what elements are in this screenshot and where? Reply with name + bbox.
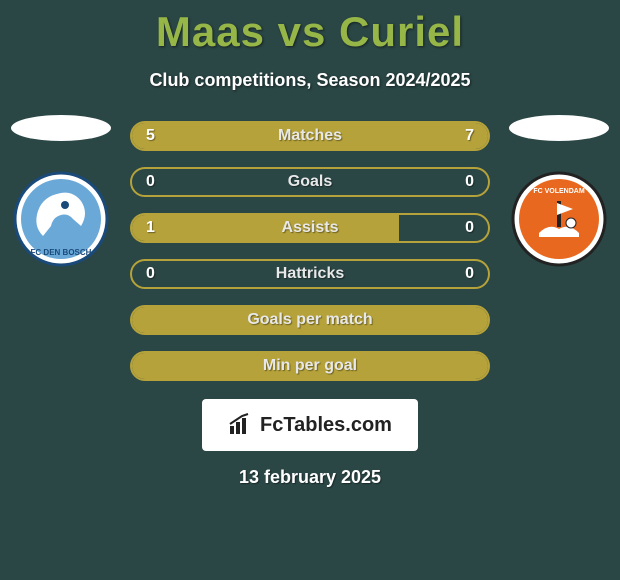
- stat-value-left: 5: [146, 127, 155, 145]
- stat-value-left: 0: [146, 265, 155, 283]
- page-title: Maas vs Curiel: [0, 0, 620, 56]
- stat-row: 1 0 Assists: [130, 213, 490, 243]
- stat-row: Goals per match: [130, 305, 490, 335]
- stat-label: Goals: [288, 173, 332, 191]
- season-subtitle: Club competitions, Season 2024/2025: [0, 70, 620, 91]
- stat-label: Min per goal: [263, 357, 357, 375]
- stat-fill-left: [132, 215, 399, 241]
- comparison-date: 13 february 2025: [0, 467, 620, 488]
- den-bosch-logo-icon: FC DEN BOSCH: [13, 171, 109, 267]
- player-right-shadow: [509, 115, 609, 141]
- stat-label: Goals per match: [247, 311, 372, 329]
- stat-value-right: 0: [465, 219, 474, 237]
- player-left-shadow: [11, 115, 111, 141]
- stat-value-right: 7: [465, 127, 474, 145]
- stats-container: 5 7 Matches 0 0 Goals 1 0 Assists 0 0 Hattricks Goal…: [130, 121, 490, 381]
- stat-row: Min per goal: [130, 351, 490, 381]
- stat-row: 0 0 Goals: [130, 167, 490, 197]
- stat-label: Matches: [278, 127, 342, 145]
- stat-value-left: 0: [146, 173, 155, 191]
- stat-value-left: 1: [146, 219, 155, 237]
- stat-label: Hattricks: [276, 265, 344, 283]
- stat-value-right: 0: [465, 265, 474, 283]
- branding-box: FcTables.com: [202, 399, 418, 451]
- stat-label: Assists: [282, 219, 339, 237]
- club-badge-right: FC VOLENDAM: [511, 171, 607, 267]
- stat-row: 5 7 Matches: [130, 121, 490, 151]
- branding-text: FcTables.com: [260, 414, 392, 437]
- stat-value-right: 0: [465, 173, 474, 191]
- club-badge-left: FC DEN BOSCH: [13, 171, 109, 267]
- player-right-column: FC VOLENDAM: [504, 115, 614, 267]
- volendam-logo-icon: FC VOLENDAM: [511, 171, 607, 267]
- player-left-column: FC DEN BOSCH: [6, 115, 116, 267]
- svg-text:FC DEN BOSCH: FC DEN BOSCH: [31, 248, 92, 257]
- stat-row: 0 0 Hattricks: [130, 259, 490, 289]
- chart-icon: [228, 412, 254, 438]
- svg-text:FC VOLENDAM: FC VOLENDAM: [533, 188, 585, 195]
